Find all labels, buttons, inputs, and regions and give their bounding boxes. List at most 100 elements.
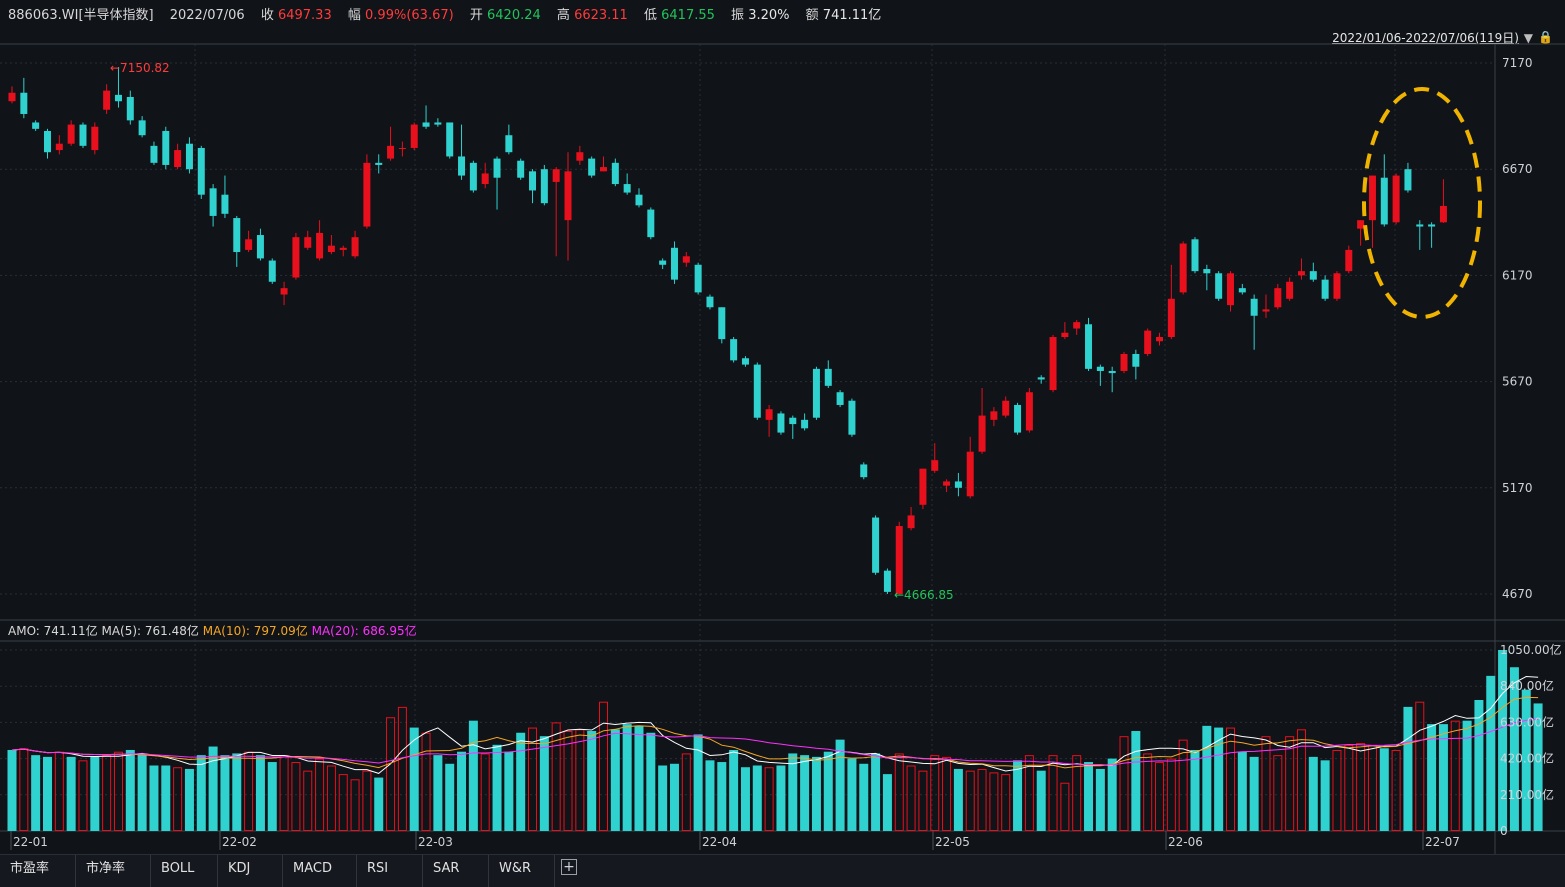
volume-bar	[1320, 760, 1330, 831]
volume-bar	[1296, 729, 1306, 831]
candle-body	[812, 368, 820, 418]
candle-body	[138, 120, 146, 136]
price-tick-label: 6170	[1502, 268, 1533, 282]
volume-bar	[693, 734, 703, 831]
volume-bar	[315, 758, 325, 831]
candle-body	[1345, 249, 1353, 272]
candle-body	[422, 122, 430, 127]
volume-bar	[1509, 667, 1519, 831]
volume-tick-label: 1050.00亿	[1500, 642, 1562, 657]
date-tick-label: 22-02	[222, 835, 257, 849]
candle-body	[1333, 273, 1341, 299]
volume-bar	[409, 727, 419, 831]
candle-body	[197, 147, 205, 195]
candle-body	[280, 288, 288, 295]
volume-bar	[528, 727, 538, 831]
volume-bar	[1462, 720, 1472, 831]
tab-kdj[interactable]: KDJ	[218, 855, 283, 887]
date-range-selector[interactable]: 2022/01/06-2022/07/06(119日)	[1332, 31, 1519, 45]
candle-body	[1428, 224, 1436, 227]
volume-bar	[1427, 724, 1437, 831]
candle-body	[1061, 332, 1069, 337]
candle-body	[635, 194, 643, 206]
candle-body	[245, 239, 253, 250]
volume-bar	[587, 731, 597, 831]
amplitude-value: 3.20%	[748, 8, 790, 23]
tab-pb[interactable]: 市净率	[76, 855, 151, 887]
dropdown-arrow-icon[interactable]: ▼	[1523, 31, 1533, 45]
volume-bar	[19, 748, 29, 831]
candle-body	[694, 264, 702, 293]
volume-bar	[90, 756, 100, 831]
candle-body	[67, 124, 75, 144]
change-label: 幅	[347, 8, 361, 23]
lock-icon[interactable]: 🔒	[1538, 30, 1553, 44]
volume-bar	[1438, 724, 1448, 831]
volume-bar	[1344, 744, 1354, 831]
volume-tick-label: 840.00亿	[1500, 678, 1554, 693]
candle-body	[221, 194, 229, 214]
candle-body	[1120, 353, 1128, 371]
candle-body	[446, 122, 454, 157]
volume-bar	[1190, 749, 1200, 831]
tab-pe[interactable]: 市盈率	[0, 855, 76, 887]
candle-body	[8, 92, 16, 102]
volume-bar	[811, 756, 821, 831]
volume-bar	[942, 756, 952, 832]
volume-bar	[1486, 675, 1496, 831]
volume-bar	[800, 755, 810, 831]
volume-bar	[1166, 758, 1176, 831]
volume-bar	[350, 779, 360, 831]
candle-body	[1108, 370, 1116, 374]
chart-area[interactable]: 7170 6670 6170 5670 5170 4670 1050.00亿 840.00亿…	[0, 0, 1565, 854]
candle-body	[978, 415, 986, 452]
candle-body	[387, 145, 395, 159]
volume-bar	[965, 770, 975, 832]
candle-body	[1297, 271, 1305, 276]
volume-bar	[575, 729, 585, 831]
candle-body	[895, 526, 903, 594]
candle-body	[1085, 324, 1093, 369]
change-value: 0.99%(63.67)	[365, 8, 454, 23]
min-price-label: ←4666.85	[894, 588, 954, 602]
volume-bar	[1379, 748, 1389, 831]
volume-bar	[66, 756, 76, 831]
volume-bar	[634, 725, 644, 831]
volume-ma-lines	[11, 675, 1539, 774]
candle-body	[872, 517, 880, 573]
high-value: 6623.11	[574, 8, 628, 23]
highlight-ellipse	[1362, 87, 1482, 319]
candle-body	[316, 232, 324, 259]
candle-body	[588, 158, 596, 176]
candle-body	[801, 419, 809, 429]
date-axis: 22-01 22-02 22-03 22-04 22-05 22-06 22-07	[10, 831, 1460, 850]
volume-bar	[149, 765, 159, 831]
candle-body	[848, 400, 856, 435]
volume-bar	[255, 755, 265, 831]
candle-body	[339, 247, 347, 250]
candle-body	[611, 162, 619, 185]
candle-body	[943, 481, 951, 486]
volume-bar	[433, 755, 443, 831]
add-tab-icon[interactable]: +	[561, 859, 577, 875]
tab-rsi[interactable]: RSI	[357, 855, 423, 887]
indicator-tabs: 市盈率 市净率 BOLL KDJ MACD RSI SAR W&R +	[0, 854, 1565, 887]
volume-bar	[989, 772, 999, 832]
date-tick-label: 22-05	[935, 835, 970, 849]
volume-bar	[740, 767, 750, 831]
max-price-label: ←7150.82	[110, 61, 170, 75]
tab-wr[interactable]: W&R	[489, 855, 555, 887]
candle-body	[174, 150, 182, 168]
tab-macd[interactable]: MACD	[283, 855, 357, 887]
volume-bar	[1533, 703, 1543, 831]
ma5-value: MA(5): 761.48亿	[101, 624, 199, 638]
volume-bar	[267, 762, 277, 831]
volume-tick-label: 630.00亿	[1500, 714, 1554, 729]
date-tick-label: 22-06	[1168, 835, 1203, 849]
candle-body	[860, 464, 868, 478]
tab-boll[interactable]: BOLL	[151, 855, 218, 887]
volume-bar	[1332, 749, 1342, 832]
candle-body	[493, 158, 501, 178]
volume-bar	[1013, 760, 1023, 831]
tab-sar[interactable]: SAR	[423, 855, 489, 887]
